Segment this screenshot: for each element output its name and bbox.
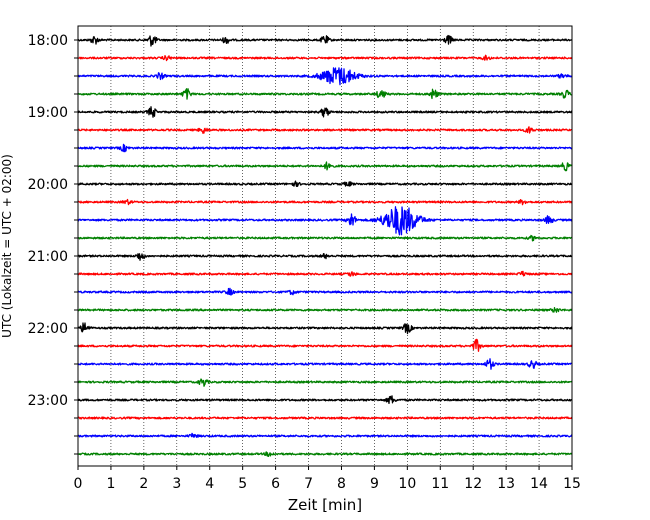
trace-line	[77, 306, 573, 313]
y-axis-label: UTC (Lokalzeit = UTC + 02:00)	[0, 154, 14, 338]
trace-line	[77, 67, 573, 86]
trace-line	[77, 234, 573, 242]
vertical-grid	[110, 26, 540, 466]
plot-frame	[77, 25, 573, 467]
trace-line	[77, 287, 573, 296]
trace-line	[77, 322, 573, 335]
x-tick-label: 10	[398, 476, 416, 492]
x-tick-label: 13	[497, 476, 515, 492]
y-tick-label: 23:00	[28, 393, 68, 409]
x-tick-label: 9	[370, 476, 379, 492]
x-tick-label: 12	[464, 476, 482, 492]
trace-line	[77, 432, 573, 438]
trace-line	[77, 416, 573, 420]
trace-line	[77, 161, 573, 172]
y-tick-label: 18:00	[28, 33, 68, 49]
x-tick-label: 5	[238, 476, 247, 492]
trace-line	[77, 338, 573, 352]
trace-line	[77, 358, 573, 370]
x-tick-label: 7	[304, 476, 313, 492]
trace-line	[77, 395, 573, 405]
trace-line	[77, 378, 573, 387]
y-tick-label: 20:00	[28, 177, 68, 193]
y-tick-label: 22:00	[28, 321, 68, 337]
x-tick-label: 2	[139, 476, 148, 492]
x-tick-label: 4	[205, 476, 214, 492]
x-axis-label: Zeit [min]	[288, 496, 362, 514]
trace-line	[77, 270, 573, 277]
x-tick-label: 3	[172, 476, 181, 492]
x-axis-ticks: 0 1 2 3 4 5 6 7 8 9 10 11 12 13 14 15	[74, 466, 581, 492]
trace-line	[77, 126, 573, 134]
trace-line	[77, 54, 573, 62]
x-tick-label: 8	[337, 476, 346, 492]
y-axis-ticks: 18:00 19:00 20:00 21:00 22:00 23:00	[28, 33, 78, 455]
x-tick-label: 15	[563, 476, 581, 492]
x-tick-label: 14	[530, 476, 548, 492]
y-tick-label: 19:00	[28, 105, 68, 121]
x-tick-label: 0	[74, 476, 83, 492]
x-tick-label: 1	[106, 476, 115, 492]
x-tick-label: 6	[271, 476, 280, 492]
trace-line	[77, 106, 573, 118]
trace-line	[77, 34, 573, 47]
trace-group	[77, 34, 573, 458]
trace-line	[77, 253, 573, 261]
trace-line	[77, 198, 573, 206]
trace-line	[77, 143, 573, 153]
x-tick-label: 11	[431, 476, 449, 492]
trace-line	[77, 88, 573, 100]
trace-line	[77, 451, 573, 458]
y-tick-label: 21:00	[28, 249, 68, 265]
trace-line	[77, 206, 573, 236]
trace-line	[77, 180, 573, 187]
